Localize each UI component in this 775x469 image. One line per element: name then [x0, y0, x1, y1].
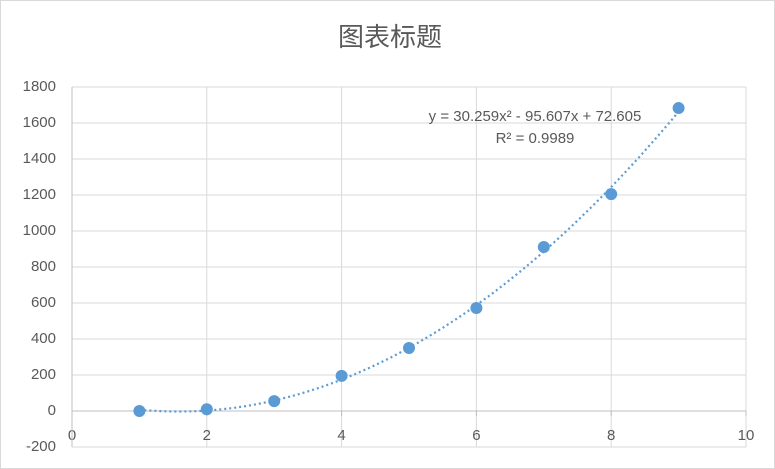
y-tick-label: 1600 — [23, 114, 56, 131]
y-tick-label: 200 — [31, 366, 56, 383]
y-tick-label: 400 — [31, 330, 56, 347]
y-tick-label: 800 — [31, 258, 56, 275]
y-tick-label: 600 — [31, 294, 56, 311]
data-point — [268, 395, 281, 408]
y-tick-label: 0 — [48, 402, 56, 419]
x-tick-label: 2 — [203, 427, 211, 444]
trendline-equation: y = 30.259x² - 95.607x + 72.605 — [429, 108, 642, 125]
data-point — [605, 188, 618, 201]
data-point — [672, 102, 685, 115]
chart-title: 图表标题 — [338, 22, 442, 52]
x-tick-label: 4 — [337, 427, 345, 444]
data-point — [470, 302, 483, 315]
x-tick-label: 8 — [607, 427, 615, 444]
x-tick-label: 6 — [472, 427, 480, 444]
y-tick-label: -200 — [26, 438, 56, 455]
x-tick-label: 10 — [738, 427, 755, 444]
data-point — [403, 342, 415, 354]
y-tick-label: 1000 — [23, 222, 56, 239]
data-point — [335, 369, 348, 382]
y-tick-label: 1200 — [23, 186, 56, 203]
y-tick-label: 1800 — [23, 78, 56, 95]
data-point — [200, 403, 213, 416]
data-point — [537, 241, 550, 254]
trendline-r2: R² = 0.9989 — [496, 130, 575, 147]
data-point — [133, 405, 146, 417]
y-tick-label: 1400 — [23, 150, 56, 167]
